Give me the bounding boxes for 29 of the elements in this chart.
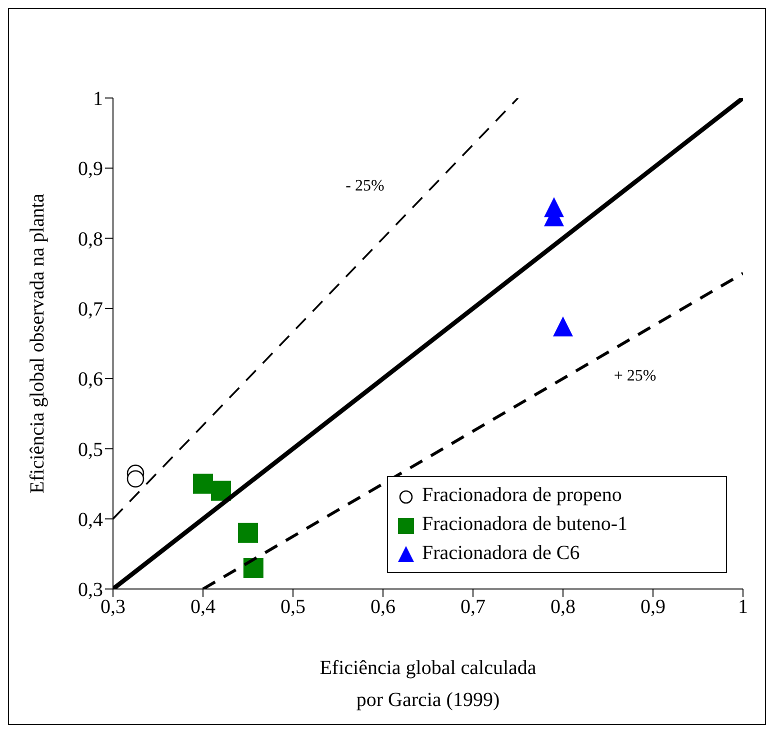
x-tick-label: 1 [738, 596, 748, 618]
x-tick-label: 0,8 [550, 596, 576, 618]
point [238, 522, 258, 543]
y-tick-label: 0,4 [78, 508, 103, 531]
y-tick-label: 0,7 [78, 298, 103, 321]
x-tick-label: 0,6 [370, 596, 396, 618]
x-tick-label: 0,9 [640, 596, 666, 618]
x-tick-label: 0,3 [100, 596, 126, 618]
y-tick-label: 0,5 [78, 438, 103, 461]
x-axis-title: Eficiência global calculada por Garcia (1999) [320, 657, 536, 711]
legend-label: Fracionadora de buteno-1 [422, 512, 628, 537]
x-tick-label: 0,5 [280, 596, 306, 618]
legend-label: Fracionadora de propeno [422, 483, 622, 508]
point [126, 470, 144, 488]
legend-label: Fracionadora de C6 [422, 541, 580, 566]
y-tick-label: 0,3 [78, 579, 103, 602]
y-tick-label: 1 [93, 88, 103, 110]
x-tick-label: 0,4 [190, 596, 216, 618]
annotation: + 25% [614, 368, 656, 385]
point [553, 316, 573, 336]
y-tick-label: 0,8 [78, 228, 103, 250]
point [211, 480, 231, 501]
point [193, 474, 213, 494]
y-tick-label: 0,6 [78, 368, 103, 391]
y-axis-title: Eficiência global observada na planta [26, 193, 49, 494]
y-tick-label: 0,9 [78, 158, 103, 180]
point [243, 558, 264, 578]
x-tick-label: 0,7 [460, 596, 486, 618]
annotation: - 25% [346, 178, 384, 195]
